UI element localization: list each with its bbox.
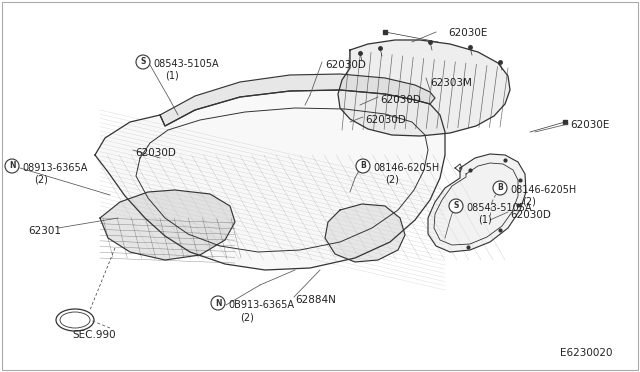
Text: N: N <box>215 298 221 308</box>
Text: 08146-6205H: 08146-6205H <box>510 185 576 195</box>
Text: E6230020: E6230020 <box>560 348 612 358</box>
Text: 62303M: 62303M <box>430 78 472 88</box>
Text: 08146-6205H: 08146-6205H <box>373 163 439 173</box>
Text: (2): (2) <box>522 197 536 207</box>
Text: 62030D: 62030D <box>135 148 176 158</box>
Text: B: B <box>497 183 503 192</box>
Text: SEC.990: SEC.990 <box>72 330 116 340</box>
Text: S: S <box>140 58 146 67</box>
Text: 62030D: 62030D <box>325 60 366 70</box>
Text: 62030D: 62030D <box>380 95 421 105</box>
Circle shape <box>136 55 150 69</box>
Polygon shape <box>160 74 435 126</box>
Text: 62030D: 62030D <box>365 115 406 125</box>
Polygon shape <box>100 190 235 260</box>
Text: (1): (1) <box>165 71 179 81</box>
Text: 08543-5105A: 08543-5105A <box>153 59 219 69</box>
Text: (2): (2) <box>240 312 254 322</box>
Text: (2): (2) <box>34 175 48 185</box>
Text: 62030E: 62030E <box>570 120 609 130</box>
Text: 0B913-6365A: 0B913-6365A <box>228 300 294 310</box>
Text: 62030E: 62030E <box>448 28 488 38</box>
Text: 62030D: 62030D <box>510 210 551 220</box>
Text: (1): (1) <box>478 215 492 225</box>
Circle shape <box>5 159 19 173</box>
Text: 08543-5105A: 08543-5105A <box>466 203 532 213</box>
Polygon shape <box>428 154 526 252</box>
Circle shape <box>449 199 463 213</box>
Circle shape <box>356 159 370 173</box>
Polygon shape <box>325 204 405 262</box>
Circle shape <box>211 296 225 310</box>
Text: 62884N: 62884N <box>295 295 336 305</box>
Text: B: B <box>360 161 366 170</box>
Text: 62301: 62301 <box>28 226 61 236</box>
Text: S: S <box>453 202 459 211</box>
Text: 08913-6365A: 08913-6365A <box>22 163 88 173</box>
Text: (2): (2) <box>385 175 399 185</box>
Polygon shape <box>95 90 445 270</box>
Polygon shape <box>338 40 510 136</box>
Circle shape <box>493 181 507 195</box>
Text: N: N <box>9 161 15 170</box>
